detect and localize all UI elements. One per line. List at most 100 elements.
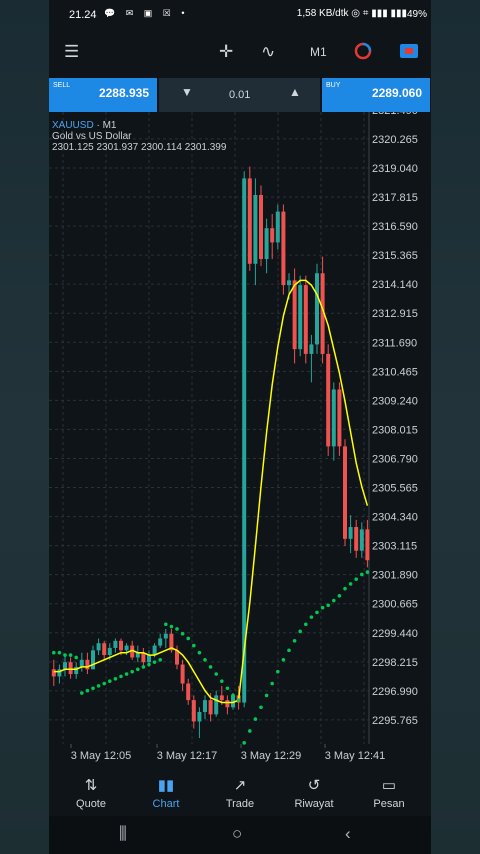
home-icon[interactable]: ○ bbox=[232, 824, 243, 843]
candle-body bbox=[107, 647, 112, 656]
candle-body bbox=[264, 228, 269, 260]
chart-symbol: XAUUSD bbox=[52, 120, 94, 131]
buy-button[interactable]: BUY 2289.060 bbox=[322, 78, 430, 112]
candle-body bbox=[203, 700, 207, 712]
buy-price: 2289.060 bbox=[371, 86, 422, 100]
candle-body bbox=[331, 389, 336, 447]
candle-body bbox=[163, 633, 168, 639]
notification-icons: 💬 ✉ ▣ ☒ • bbox=[104, 8, 189, 18]
sar-dot bbox=[124, 672, 129, 676]
price-axis-label: 2306.790 bbox=[372, 453, 418, 465]
sar-dot bbox=[220, 679, 224, 683]
time-axis-label: 3 May 12:29 bbox=[241, 750, 302, 762]
right-blur-backdrop bbox=[431, 0, 480, 854]
battery-level: 49% bbox=[406, 9, 427, 20]
candle-body bbox=[119, 640, 123, 651]
price-axis-label: 2295.765 bbox=[372, 715, 418, 727]
recent-apps-icon[interactable]: ⫼ bbox=[119, 824, 127, 843]
price-axis-label: 2300.665 bbox=[372, 599, 418, 611]
nav-label: Riwayat bbox=[294, 798, 334, 810]
lot-decrease-icon[interactable]: ▼ bbox=[181, 85, 193, 99]
candle-body bbox=[175, 650, 179, 665]
sar-dot bbox=[68, 653, 73, 657]
sar-dot bbox=[175, 627, 179, 631]
trade-icon[interactable] bbox=[399, 42, 419, 65]
sar-dot bbox=[242, 741, 246, 745]
candle-body bbox=[309, 344, 314, 354]
candle-body bbox=[113, 640, 118, 648]
sar-dot bbox=[96, 684, 101, 688]
back-icon[interactable]: ‹ bbox=[345, 824, 351, 843]
sar-dot bbox=[158, 658, 162, 662]
time-axis-label: 3 May 12:17 bbox=[157, 750, 218, 762]
sar-dot bbox=[180, 631, 185, 636]
sar-dot bbox=[236, 698, 241, 702]
candle-body bbox=[242, 178, 247, 703]
nav-label: Quote bbox=[76, 798, 106, 810]
candle-body bbox=[214, 695, 219, 715]
candle-body bbox=[180, 664, 185, 684]
price-axis-label: 2303.115 bbox=[372, 541, 417, 553]
candle-body bbox=[79, 659, 84, 667]
lot-size-value[interactable]: 0.01 bbox=[229, 89, 251, 101]
moving-average-line bbox=[53, 279, 369, 704]
candle-body bbox=[231, 695, 235, 708]
nav-pesan-icon: ▭ bbox=[381, 777, 397, 794]
sar-dot bbox=[292, 639, 297, 643]
sar-dot bbox=[231, 693, 235, 698]
sar-dot bbox=[85, 688, 90, 693]
price-axis-label: 2308.015 bbox=[372, 424, 418, 436]
sar-dot bbox=[332, 598, 336, 603]
candle-body bbox=[186, 683, 191, 701]
nav-trade[interactable]: ↗ Trade bbox=[205, 776, 275, 810]
menu-icon[interactable]: ☰ bbox=[64, 42, 80, 61]
nav-pesan[interactable]: ▭ Pesan bbox=[354, 776, 424, 810]
lot-increase-icon[interactable]: ▲ bbox=[289, 85, 301, 99]
candle-body bbox=[320, 273, 325, 354]
candle-body bbox=[102, 643, 107, 656]
timeframe-selector[interactable]: M1 bbox=[310, 45, 327, 59]
candle-body bbox=[247, 178, 252, 264]
sar-dot bbox=[113, 676, 118, 681]
sar-dot bbox=[102, 681, 106, 686]
price-axis-label: 2317.815 bbox=[372, 192, 418, 204]
candle-body bbox=[191, 700, 196, 722]
network-speed: 1,58 KB/dtk ◎ ⌗ ▮▮▮ ▮▮▮ bbox=[296, 8, 407, 19]
sar-dot bbox=[287, 648, 291, 653]
candle-body bbox=[85, 659, 90, 670]
candle-body bbox=[343, 446, 347, 539]
sar-dot bbox=[91, 686, 95, 691]
candle-body bbox=[253, 195, 258, 264]
indicators-icon[interactable]: ∿ bbox=[261, 42, 276, 61]
candle-body bbox=[354, 527, 359, 551]
nav-chart-icon: ▮▮ bbox=[157, 777, 175, 794]
time-axis-label: 3 May 12:05 bbox=[71, 750, 132, 762]
sar-dot bbox=[276, 669, 280, 674]
sell-button[interactable]: SELL 2288.935 bbox=[49, 78, 157, 112]
sar-dot bbox=[130, 669, 134, 674]
candle-body bbox=[303, 285, 308, 354]
phone-screen: 21.24 💬 ✉ ▣ ☒ • 1,58 KB/dtk ◎ ⌗ ▮▮▮ ▮▮▮ … bbox=[49, 0, 431, 854]
price-axis-label: 2314.140 bbox=[372, 279, 418, 291]
candle-body bbox=[158, 638, 163, 646]
nav-riwayat[interactable]: ↺ Riwayat bbox=[279, 776, 349, 810]
net-speed-text: 1,58 KB/dtk bbox=[296, 8, 349, 19]
system-nav-bar: ⫼ ○ ‹ bbox=[49, 816, 431, 854]
sar-dot bbox=[52, 650, 56, 655]
nav-quote[interactable]: ⇅ Quote bbox=[56, 776, 126, 810]
sar-dot bbox=[164, 622, 168, 627]
price-axis-label: 2299.440 bbox=[372, 628, 418, 640]
crosshair-icon[interactable]: ✛ bbox=[219, 42, 234, 61]
candle-body bbox=[292, 280, 297, 350]
candle-body bbox=[63, 662, 67, 670]
nav-chart[interactable]: ▮▮ Chart bbox=[131, 776, 201, 810]
candle-body bbox=[365, 529, 370, 561]
sar-dot bbox=[281, 658, 286, 662]
price-axis-label: 2301.890 bbox=[372, 570, 418, 582]
sar-dot bbox=[248, 729, 252, 733]
sar-dot bbox=[298, 629, 302, 634]
price-axis-label: 2320.265 bbox=[372, 134, 418, 146]
objects-icon[interactable] bbox=[354, 42, 372, 65]
price-chart[interactable]: 2321.490 2320.265 2319.040 2317.815 2316.590… bbox=[49, 112, 431, 772]
candle-body bbox=[219, 695, 224, 701]
